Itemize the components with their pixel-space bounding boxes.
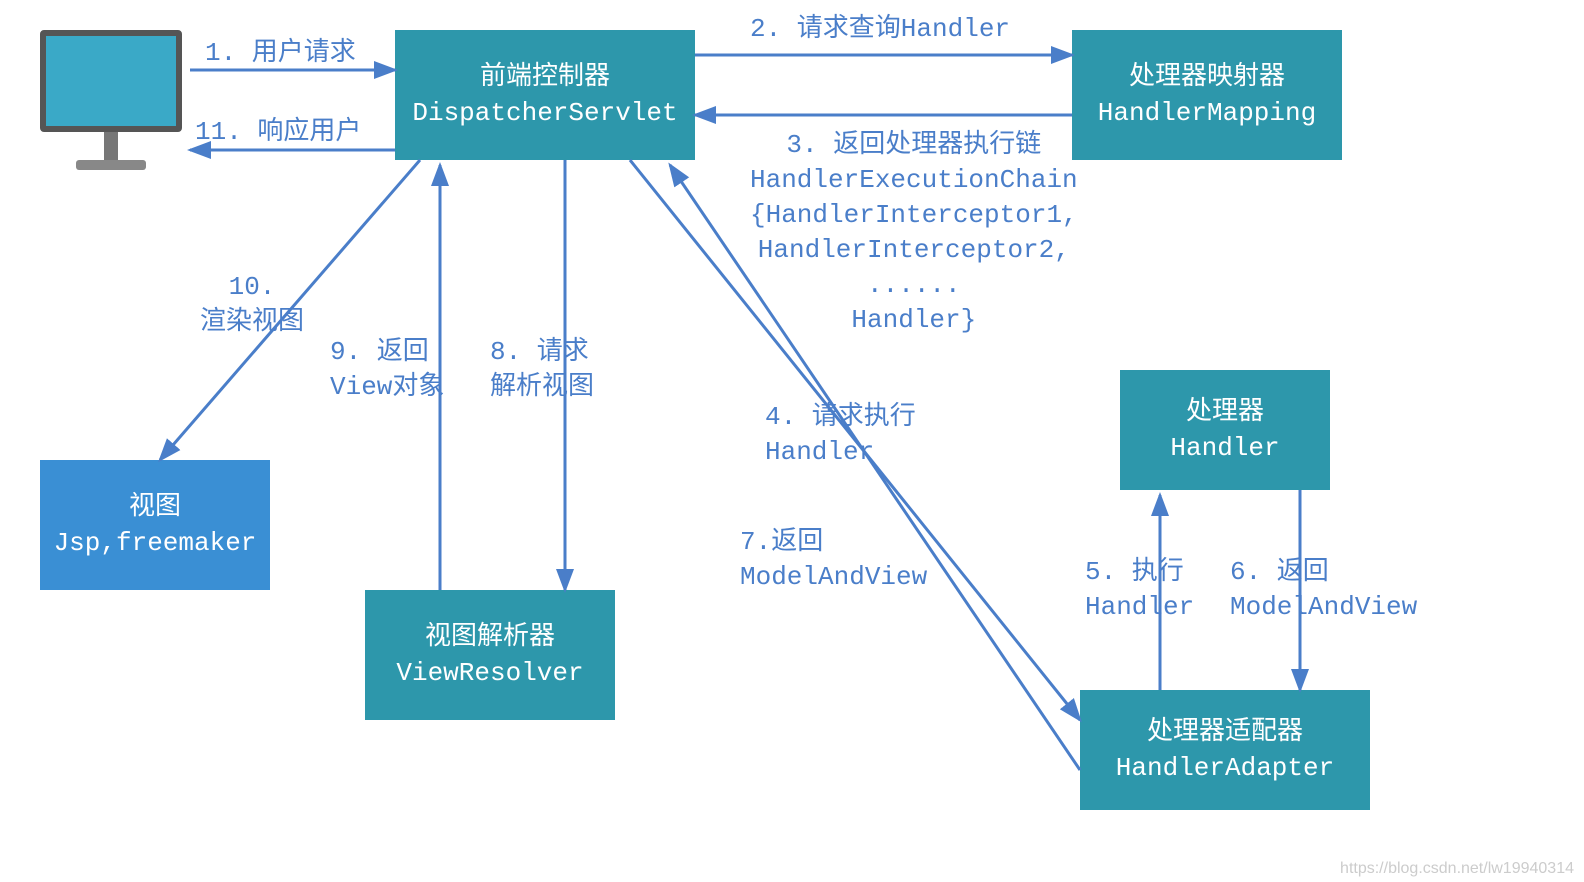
node-view-line1: 视图 — [129, 489, 181, 525]
label-step-4: 4. 请求执行 Handler — [765, 400, 916, 470]
node-view-resolver-line1: 视图解析器 — [425, 619, 555, 655]
node-handler-adapter-line1: 处理器适配器 — [1147, 714, 1303, 750]
node-handler: 处理器 Handler — [1120, 370, 1330, 490]
node-dispatcher-line1: 前端控制器 — [480, 59, 610, 95]
node-dispatcher-servlet: 前端控制器 DispatcherServlet — [395, 30, 695, 160]
label-step-1: 1. 用户请求 — [205, 36, 356, 71]
node-view-resolver: 视图解析器 ViewResolver — [365, 590, 615, 720]
label-step-8: 8. 请求 解析视图 — [490, 335, 594, 405]
label-step-6: 6. 返回 ModelAndView — [1230, 555, 1417, 625]
node-handler-mapping: 处理器映射器 HandlerMapping — [1072, 30, 1342, 160]
node-dispatcher-line2: DispatcherServlet — [412, 95, 677, 131]
node-view-line2: Jsp,freemaker — [54, 525, 257, 561]
node-view: 视图 Jsp,freemaker — [40, 460, 270, 590]
node-handler-line1: 处理器 — [1186, 394, 1264, 430]
node-handler-mapping-line1: 处理器映射器 — [1129, 59, 1285, 95]
label-step-5: 5. 执行 Handler — [1085, 555, 1194, 625]
label-step-11: 11. 响应用户 — [195, 115, 361, 150]
label-step-7: 7.返回 ModelAndView — [740, 525, 927, 595]
label-step-9: 9. 返回 View对象 — [330, 335, 444, 405]
label-step-3: 3. 返回处理器执行链 HandlerExecutionChain {Handl… — [750, 128, 1078, 339]
node-handler-adapter-line2: HandlerAdapter — [1116, 750, 1334, 786]
node-handler-mapping-line2: HandlerMapping — [1098, 95, 1316, 131]
watermark: https://blog.csdn.net/lw19940314 — [1340, 860, 1574, 878]
label-step-10: 10. 渲染视图 — [200, 270, 304, 340]
user-computer-icon — [40, 30, 182, 170]
label-step-2: 2. 请求查询Handler — [750, 12, 1010, 47]
node-view-resolver-line2: ViewResolver — [396, 655, 583, 691]
node-handler-adapter: 处理器适配器 HandlerAdapter — [1080, 690, 1370, 810]
node-handler-line2: Handler — [1170, 430, 1279, 466]
